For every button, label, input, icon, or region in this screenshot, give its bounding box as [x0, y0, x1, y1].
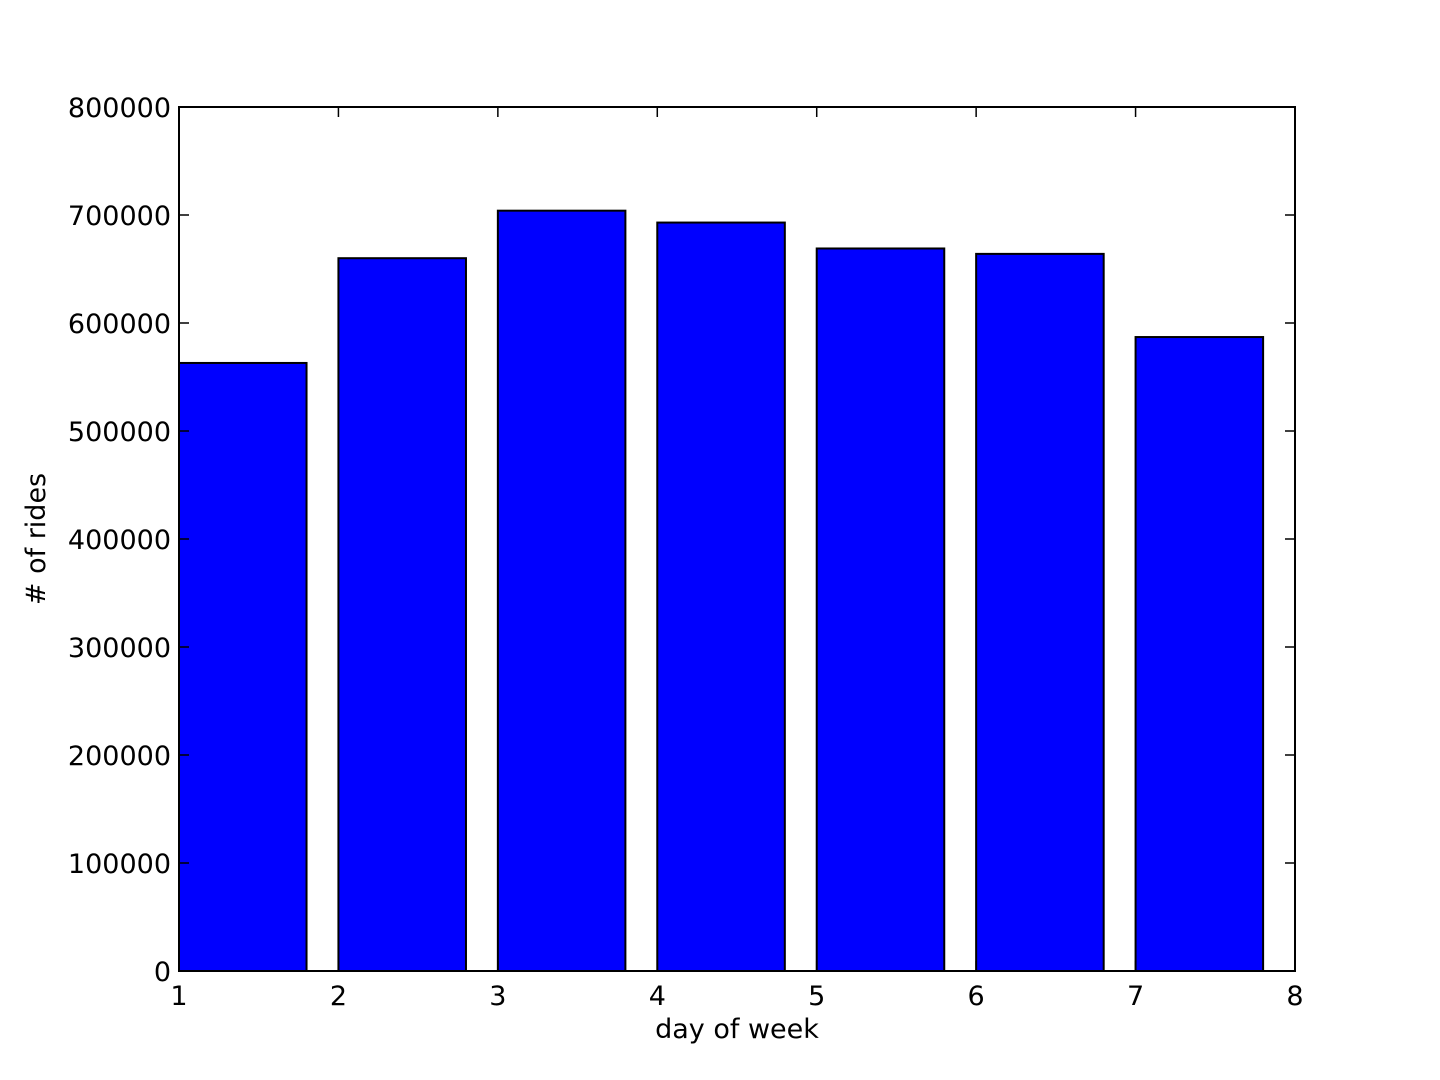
bar-day-1 [178, 361, 308, 972]
bar-day-4 [656, 221, 786, 972]
bar-day-6 [975, 252, 1105, 972]
y-axis-label: # of rides [21, 473, 52, 605]
x-tick-label: 3 [489, 981, 506, 1012]
x-tick-label: 2 [330, 981, 347, 1012]
x-tick-label: 7 [1127, 981, 1144, 1012]
x-tick-label: 1 [170, 981, 187, 1012]
y-tick-label: 100000 [68, 849, 171, 880]
y-tick-label: 400000 [68, 525, 171, 556]
bar-day-2 [337, 257, 467, 972]
y-tick-label: 0 [154, 957, 171, 988]
y-tick-label: 800000 [68, 93, 171, 124]
x-axis-label: day of week [655, 1014, 819, 1045]
x-tick-label: 4 [649, 981, 666, 1012]
tick-labels-layer: 1 2 3 4 5 6 7 8 0 100000 200000 300000 400000 500000 6… [68, 93, 1304, 1012]
plot-frame [178, 106, 1296, 972]
y-tick-label: 200000 [68, 741, 171, 772]
bar-day-5 [815, 247, 946, 973]
bars-layer [178, 209, 1265, 973]
y-tick-label: 500000 [68, 417, 171, 448]
y-tick-label: 700000 [68, 201, 171, 232]
y-tick-label: 300000 [68, 633, 171, 664]
bar-day-7 [1134, 336, 1265, 973]
bar-day-3 [496, 209, 627, 972]
x-tick-label: 6 [968, 981, 985, 1012]
x-tick-label: 8 [1286, 981, 1303, 1012]
x-tick-label: 5 [808, 981, 825, 1012]
y-tick-label: 600000 [68, 309, 171, 340]
